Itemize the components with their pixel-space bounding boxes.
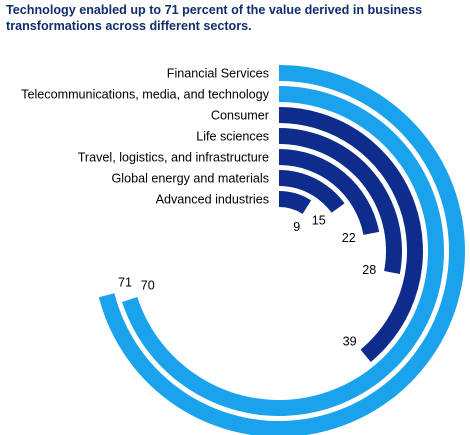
category-label-global-energy-and-materials: Global energy and materials	[111, 172, 269, 186]
value-label-telecommunications-media-and-technology: 70	[141, 279, 155, 293]
value-label-global-energy-and-materials: 15	[312, 213, 326, 227]
bar-consumer	[279, 107, 423, 362]
bar-travel-logistics-and-infrastructure	[279, 149, 380, 235]
value-label-financial-services: 71	[118, 276, 132, 290]
chart-title: Technology enabled up to 71 percent of t…	[6, 3, 423, 33]
category-label-financial-services: Financial Services	[167, 67, 269, 81]
category-label-telecommunications-media-and-technology: Telecommunications, media, and technolog…	[21, 88, 270, 102]
bar-global-energy-and-materials	[279, 170, 345, 213]
value-label-consumer: 39	[343, 335, 357, 349]
category-label-consumer: Consumer	[211, 109, 269, 123]
value-label-life-sciences: 28	[362, 263, 376, 277]
category-label-advanced-industries: Advanced industries	[156, 193, 269, 207]
category-label-life-sciences: Life sciences	[196, 130, 269, 144]
value-label-advanced-industries: 9	[293, 220, 300, 234]
value-label-travel-logistics-and-infrastructure: 22	[342, 231, 356, 245]
bar-advanced-industries	[279, 191, 312, 214]
category-label-travel-logistics-and-infrastructure: Travel, logistics, and infrastructure	[78, 151, 269, 165]
bar-life-sciences	[279, 128, 402, 275]
